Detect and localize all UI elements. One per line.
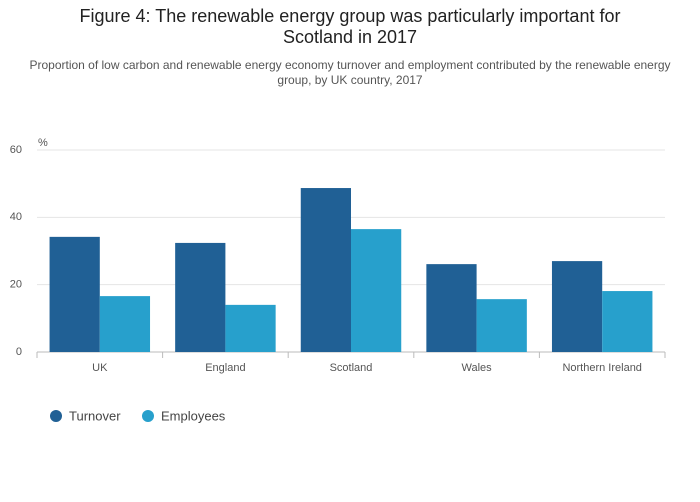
x-tick-label: Wales xyxy=(462,362,493,374)
bar xyxy=(602,291,653,352)
x-tick-label: Scotland xyxy=(330,362,373,374)
legend: Turnover Employees xyxy=(50,408,226,423)
legend-label: Employees xyxy=(161,408,226,423)
legend-marker xyxy=(142,410,154,422)
x-tick-label: UK xyxy=(92,362,108,374)
bar xyxy=(351,229,402,352)
y-tick-label: 40 xyxy=(10,211,22,223)
bar xyxy=(49,236,100,352)
y-tick-label: 20 xyxy=(10,279,22,291)
y-tick-label: 0 xyxy=(16,346,22,358)
legend-label: Turnover xyxy=(69,408,121,423)
y-axis-label: % xyxy=(38,137,48,149)
chart-subtitle: Proportion of low carbon and renewable e… xyxy=(29,58,671,87)
y-tick-label: 60 xyxy=(10,144,22,156)
bar xyxy=(99,296,151,352)
bar xyxy=(175,242,226,352)
bar xyxy=(476,299,527,352)
chart-title: Figure 4: The renewable energy group was… xyxy=(79,6,621,47)
bar xyxy=(551,261,603,352)
bar xyxy=(300,188,351,352)
bar xyxy=(426,264,477,352)
bar xyxy=(225,304,276,352)
x-tick-label: Northern Ireland xyxy=(562,362,642,374)
legend-marker xyxy=(50,410,62,422)
x-tick-label: England xyxy=(205,362,245,374)
